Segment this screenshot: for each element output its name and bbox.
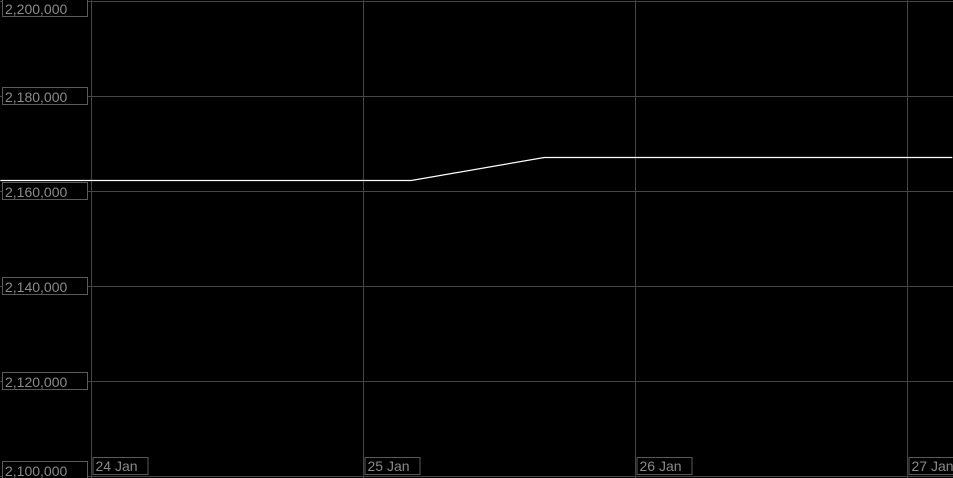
y-tick-label: 2,200,000 — [5, 1, 67, 17]
y-tick-label-box — [2, 0, 88, 17]
y-tick-label: 2,100,000 — [5, 463, 67, 478]
series-line — [0, 156, 953, 182]
y-tick-label: 2,180,000 — [5, 89, 67, 105]
y-tick-label: 2,140,000 — [5, 279, 67, 295]
y-tick-label: 2,120,000 — [5, 374, 67, 390]
x-tick-label: 25 Jan — [368, 458, 410, 474]
x-tick-label-box — [636, 457, 693, 475]
series — [0, 156, 953, 182]
y-tick-label-box — [2, 277, 88, 295]
y-tick-label-box — [2, 182, 88, 200]
x-tick-label: 26 Jan — [640, 458, 682, 474]
y-tick-label-box — [2, 87, 88, 105]
x-tick-label-box — [92, 457, 149, 475]
x-tick-label: 27 Jan — [912, 458, 953, 474]
x-tick-label-box — [908, 457, 953, 475]
y-tick-label: 2,160,000 — [5, 184, 67, 200]
y-tick-label-box — [2, 372, 88, 390]
x-tick-label-box — [364, 457, 421, 475]
x-tick-label: 24 Jan — [96, 458, 138, 474]
y-tick-label-box — [2, 461, 88, 478]
